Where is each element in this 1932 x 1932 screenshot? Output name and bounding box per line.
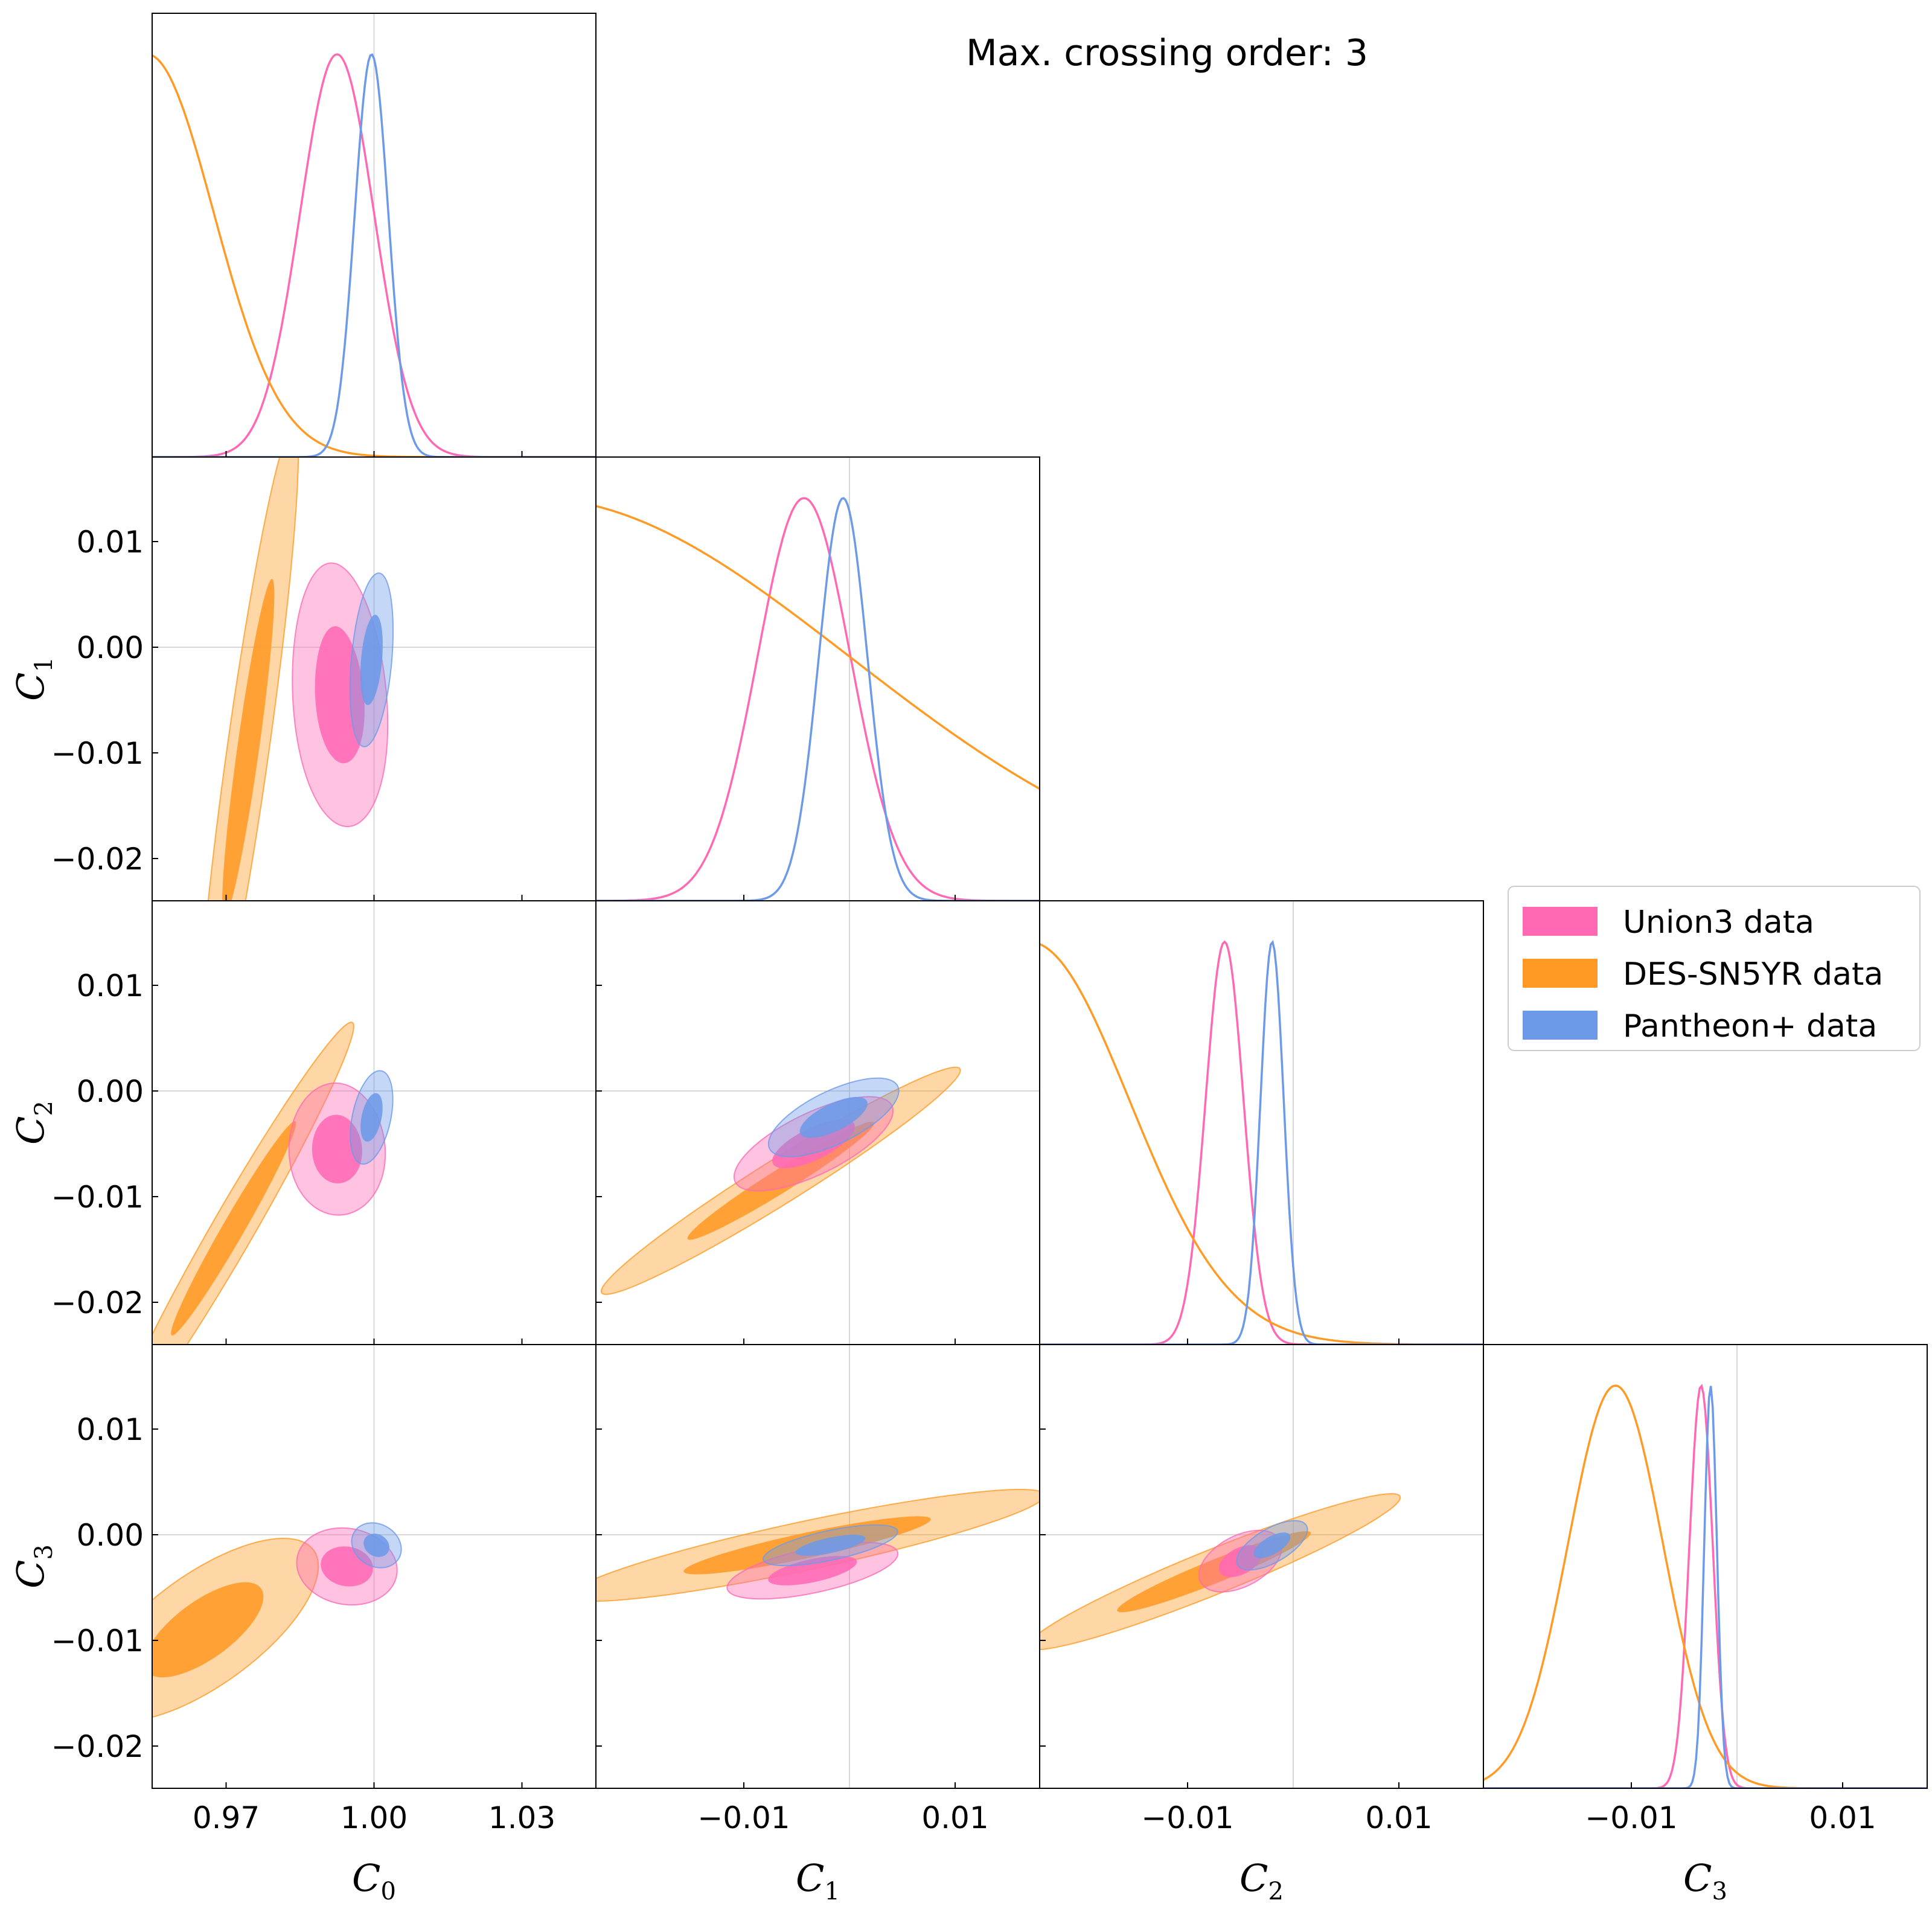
contour-inner-1sigma — [363, 1534, 389, 1557]
y-tick-label: −0.02 — [51, 842, 144, 877]
panel-frame-3-3 — [1483, 1344, 1928, 1789]
x-axis-subscript: 3 — [1712, 1878, 1727, 1905]
contour-pantheon-data-1-3 — [763, 1524, 898, 1567]
y-axis-label-1: C1 — [8, 657, 58, 701]
legend-label: Pantheon+ data — [1623, 1008, 1877, 1044]
legend: Union3 data DES-SN5YR data Pantheon+ data — [1508, 886, 1921, 1051]
contour-inner-1sigma — [152, 1582, 264, 1678]
contour-inner-1sigma — [1253, 1532, 1291, 1558]
contour-inner-1sigma — [799, 1096, 868, 1138]
contour-inner-1sigma — [768, 1556, 857, 1585]
legend-swatch — [1523, 959, 1598, 988]
x-tick-label: 0.01 — [1365, 1800, 1432, 1835]
x-tick-label: 1.00 — [341, 1800, 408, 1835]
y-tick-label: −0.01 — [51, 1623, 144, 1659]
y-axis-subscript: 1 — [30, 657, 58, 672]
marginal-curve-pantheon-data — [152, 53, 596, 457]
x-axis-label-0: C0 — [352, 1856, 396, 1905]
marginal-panel-1 — [596, 497, 1040, 901]
contour-pantheon-data-1-2 — [767, 1077, 900, 1157]
x-axis-label-3: C3 — [1683, 1856, 1727, 1905]
y-axis-subscript: 2 — [30, 1101, 58, 1116]
x-tick-label: 0.01 — [921, 1800, 988, 1835]
panel-frame-1-1 — [595, 456, 1040, 901]
x-tick-label: −0.01 — [697, 1800, 790, 1835]
x-axis-subscript: 2 — [1268, 1878, 1284, 1905]
contour-union3-data-0-1 — [292, 562, 389, 828]
legend-frame — [1508, 886, 1921, 1051]
marginal-curve-union3-data — [1040, 940, 1483, 1345]
contour-des-sn5yr-data-0-1 — [207, 457, 299, 901]
x-axis-subscript: 0 — [381, 1878, 396, 1905]
contour-pantheon-data-2-3 — [1236, 1520, 1308, 1571]
y-tick-label: −0.02 — [51, 1285, 144, 1320]
x-tick-label: −0.01 — [1141, 1800, 1233, 1835]
x-tick-label: 1.03 — [488, 1800, 555, 1835]
y-tick-label: 0.01 — [77, 1412, 144, 1447]
marginal-panel-3 — [1483, 1383, 1927, 1788]
x-axis-symbol: C — [1683, 1856, 1712, 1900]
contour-pantheon-data-0-2 — [350, 1070, 394, 1165]
contour-inner-1sigma — [1218, 1545, 1262, 1578]
contour-union3-data-0-2 — [288, 1083, 386, 1216]
legend-label: Union3 data — [1623, 904, 1814, 941]
chart-title: Max. crossing order: 3 — [966, 32, 1368, 74]
contour-inner-1sigma — [315, 626, 365, 764]
contour-des-sn5yr-data-0-2 — [152, 1022, 354, 1345]
y-tick-label: 0.01 — [77, 525, 144, 560]
y-tick-label: −0.02 — [51, 1729, 144, 1764]
contour-inner-1sigma — [360, 615, 383, 705]
y-tick-label: 0.01 — [77, 968, 144, 1003]
legend-swatch — [1523, 907, 1598, 936]
y-tick-label: 0.00 — [77, 1074, 144, 1109]
y-axis-symbol: C — [8, 1560, 53, 1588]
marginal-curve-des-sn5yr-data — [596, 505, 1040, 790]
x-axis-symbol: C — [796, 1856, 824, 1900]
contour-des-sn5yr-data-0-3 — [152, 1537, 319, 1718]
y-tick-label: −0.01 — [51, 736, 144, 771]
x-axis-subscript: 1 — [825, 1878, 840, 1905]
marginal-curve-des-sn5yr-data — [1483, 1384, 1927, 1788]
x-axis-label-1: C1 — [796, 1856, 840, 1905]
x-axis-label-2: C2 — [1239, 1856, 1284, 1905]
contour-inner-1sigma — [360, 1093, 383, 1142]
contour-inner-1sigma — [171, 1121, 296, 1335]
y-axis-label-3: C3 — [8, 1544, 58, 1588]
x-axis-symbol: C — [1239, 1856, 1268, 1900]
marginal-curve-pantheon-data — [1040, 939, 1483, 1345]
legend-swatch — [1523, 1011, 1598, 1040]
y-axis-symbol: C — [8, 673, 53, 701]
marginal-panel-2 — [1040, 939, 1483, 1345]
x-axis-symbol: C — [352, 1856, 380, 1900]
contour-pantheon-data-0-1 — [349, 572, 394, 747]
y-tick-label: 0.00 — [77, 1518, 144, 1553]
y-tick-label: −0.01 — [51, 1180, 144, 1215]
contour-inner-1sigma — [312, 1115, 362, 1184]
y-axis-label-2: C2 — [8, 1101, 58, 1145]
legend-label: DES-SN5YR data — [1623, 956, 1883, 993]
marginal-curve-pantheon-data — [596, 497, 1040, 901]
y-axis-symbol: C — [8, 1116, 53, 1145]
contour-inner-1sigma — [222, 578, 275, 901]
x-tick-label: −0.01 — [1585, 1800, 1677, 1835]
marginal-curve-union3-data — [596, 497, 1040, 901]
panel-3-2-grid — [1040, 1345, 1483, 1788]
x-tick-label: 0.01 — [1809, 1800, 1876, 1835]
x-tick-label: 0.97 — [193, 1800, 260, 1835]
contour-pantheon-data-0-3 — [351, 1522, 402, 1569]
contour-inner-1sigma — [321, 1546, 373, 1587]
marginal-curve-pantheon-data — [1483, 1386, 1927, 1788]
contour-inner-1sigma — [795, 1535, 866, 1556]
marginal-curve-union3-data — [1483, 1383, 1927, 1788]
y-axis-subscript: 3 — [30, 1544, 58, 1559]
y-tick-label: 0.00 — [77, 630, 144, 665]
